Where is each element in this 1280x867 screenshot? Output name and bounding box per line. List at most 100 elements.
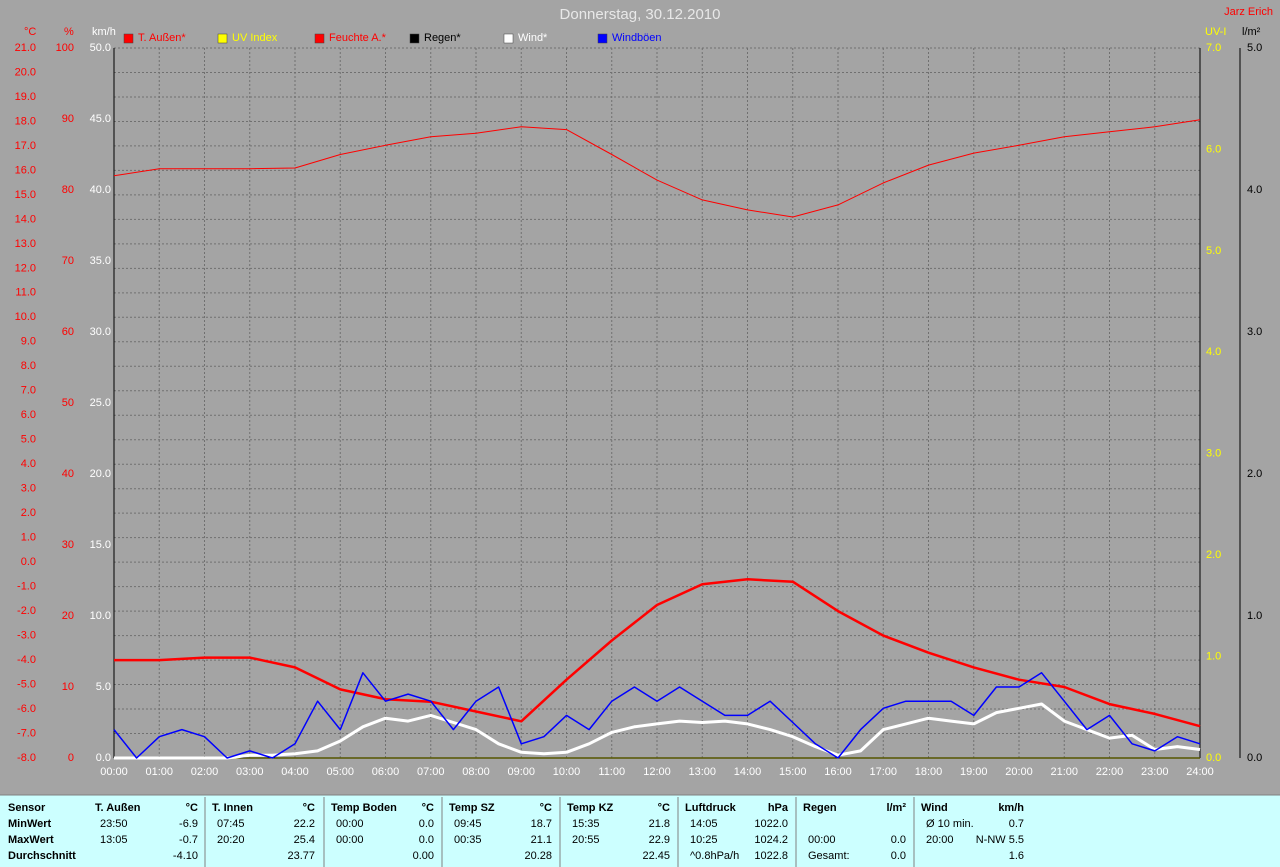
x-tick-label: 09:00 (507, 766, 535, 778)
column-unit: °C (658, 802, 670, 814)
cell-value: 1.6 (1009, 850, 1024, 862)
y-tick-label: 15.0 (15, 189, 36, 201)
legend-swatch (409, 33, 420, 44)
column-header: Regen (803, 802, 837, 814)
series-line (114, 578, 1201, 728)
cell-value: 22.9 (649, 834, 670, 846)
cell-value: -6.9 (179, 818, 198, 830)
cell-time: 20:20 (217, 834, 245, 846)
axis-unit: km/h (92, 26, 116, 38)
x-tick-label: 12:00 (643, 766, 671, 778)
y-tick-label: 0.0 (1206, 752, 1221, 764)
x-tick-label: 10:00 (553, 766, 581, 778)
y-tick-label: 5.0 (21, 434, 36, 446)
cell-time: 13:05 (100, 834, 128, 846)
cell-value: 0.00 (413, 850, 434, 862)
x-tick-label: 15:00 (779, 766, 807, 778)
series-line (113, 119, 1201, 218)
cell-value: 21.8 (649, 818, 670, 830)
y-tick-label: 5.0 (96, 681, 111, 693)
legend-swatch (597, 33, 608, 44)
x-tick-label: 18:00 (915, 766, 943, 778)
y-tick-label: 25.0 (90, 397, 111, 409)
y-tick-label: 40 (62, 468, 74, 480)
y-tick-label: 18.0 (15, 115, 36, 127)
cell-value: 23.77 (287, 850, 315, 862)
column-header: T. Innen (212, 802, 253, 814)
cell-time: Gesamt: (808, 850, 850, 862)
cell-value: 20.28 (524, 850, 552, 862)
x-tick-label: 08:00 (462, 766, 490, 778)
y-tick-label: 14.0 (15, 213, 36, 225)
y-tick-label: 13.0 (15, 238, 36, 250)
cell-value: 22.2 (294, 818, 315, 830)
y-tick-label: 6.0 (1206, 143, 1221, 155)
column-header: T. Außen (95, 802, 141, 814)
column-unit: °C (303, 802, 315, 814)
y-tick-label: 2.0 (21, 507, 36, 519)
y-tick-label: 3.0 (1206, 448, 1221, 460)
row-label: MaxWert (8, 834, 54, 846)
cell-value: N-NW 5.5 (976, 834, 1024, 846)
x-tick-label: 07:00 (417, 766, 445, 778)
legend-label: Feuchte A.* (329, 32, 387, 44)
cell-time: 15:35 (572, 818, 600, 830)
cell-value: -4.10 (173, 850, 198, 862)
series-line (113, 672, 1201, 759)
y-tick-label: 5.0 (1247, 42, 1262, 54)
y-tick-label: -7.0 (17, 727, 36, 739)
cell-time: 07:45 (217, 818, 245, 830)
y-tick-label: 50.0 (90, 42, 111, 54)
y-tick-label: -5.0 (17, 678, 36, 690)
author: Jarz Erich (1224, 6, 1273, 18)
y-tick-label: 30 (62, 539, 74, 551)
column-header: Temp Boden (331, 802, 397, 814)
cell-value: 1022.0 (754, 818, 788, 830)
legend-label: Windböen (612, 32, 662, 44)
x-tick-label: 00:00 (100, 766, 128, 778)
series-line (114, 702, 1201, 760)
y-tick-label: 1.0 (21, 532, 36, 544)
y-tick-label: 12.0 (15, 262, 36, 274)
y-tick-label: 17.0 (15, 140, 36, 152)
y-tick-label: 40.0 (90, 184, 111, 196)
y-tick-label: 60 (62, 326, 74, 338)
y-tick-label: 11.0 (15, 287, 36, 299)
y-tick-label: 5.0 (1206, 245, 1221, 257)
y-tick-label: -8.0 (17, 752, 36, 764)
y-tick-label: 0.0 (1247, 752, 1262, 764)
x-tick-label: 03:00 (236, 766, 264, 778)
y-tick-label: 6.0 (21, 409, 36, 421)
column-header: Temp SZ (449, 802, 495, 814)
cell-time: 10:25 (690, 834, 718, 846)
y-tick-label: 10.0 (15, 311, 36, 323)
y-tick-label: 16.0 (15, 164, 36, 176)
cell-time: 20:55 (572, 834, 600, 846)
column-unit: km/h (998, 802, 1024, 814)
y-tick-label: 10.0 (90, 610, 111, 622)
y-tick-label: 45.0 (90, 113, 111, 125)
legend-swatch (314, 33, 325, 44)
x-tick-label: 04:00 (281, 766, 309, 778)
y-tick-label: 20.0 (15, 66, 36, 78)
y-tick-label: 20 (62, 610, 74, 622)
cell-time: 20:00 (926, 834, 954, 846)
axis-unit: % (64, 26, 74, 38)
legend-swatch (503, 33, 514, 44)
y-tick-label: 1.0 (1206, 650, 1221, 662)
legend-label: Regen* (424, 32, 461, 44)
column-header: Temp KZ (567, 802, 614, 814)
cell-value: -0.7 (179, 834, 198, 846)
y-tick-label: 10 (62, 681, 74, 693)
row-label: Durchschnitt (8, 850, 76, 862)
y-tick-label: 9.0 (21, 336, 36, 348)
y-tick-label: 0.0 (96, 752, 111, 764)
cell-time: 00:35 (454, 834, 482, 846)
y-tick-label: 15.0 (90, 539, 111, 551)
x-tick-label: 05:00 (326, 766, 354, 778)
y-tick-label: 30.0 (90, 326, 111, 338)
legend-swatch (123, 33, 134, 44)
y-tick-label: 3.0 (1247, 326, 1262, 338)
x-tick-label: 23:00 (1141, 766, 1169, 778)
